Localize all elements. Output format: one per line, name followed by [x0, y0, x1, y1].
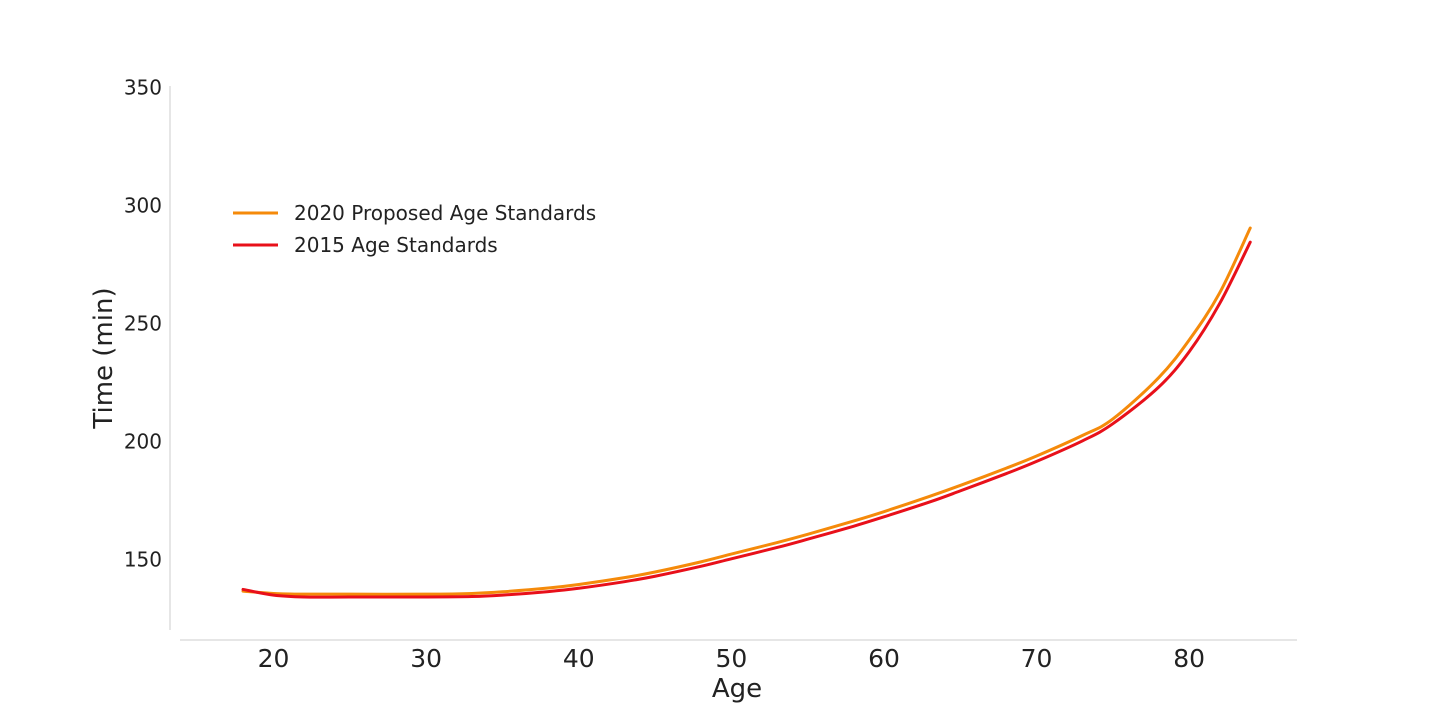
y-tick-label: 150 [124, 547, 162, 571]
legend: 2020 Proposed Age Standards 2015 Age Stan… [233, 201, 596, 257]
x-tick-label: 30 [410, 644, 442, 673]
series-lines [241, 226, 1252, 599]
y-tick-label: 250 [124, 311, 162, 335]
series-line-1 [241, 226, 1252, 596]
y-tick-labels: 150 200 250 300 350 [124, 76, 162, 572]
x-tick-labels: 20 30 40 50 60 70 80 [258, 644, 1205, 673]
series-line-2 [241, 240, 1252, 599]
legend-label: 2015 Age Standards [294, 233, 498, 257]
x-tick-label: 40 [563, 644, 595, 673]
x-tick-label: 20 [258, 644, 290, 673]
x-tick-label: 80 [1173, 644, 1205, 673]
legend-label: 2020 Proposed Age Standards [294, 201, 596, 225]
x-tick-label: 50 [715, 644, 747, 673]
y-tick-label: 300 [124, 194, 162, 218]
x-axis-title: Age [712, 674, 762, 704]
x-tick-label: 60 [868, 644, 900, 673]
y-axis-title: Time (min) [89, 287, 119, 429]
y-tick-label: 350 [124, 76, 162, 100]
axes [169, 86, 1297, 641]
y-tick-label: 200 [124, 429, 162, 453]
x-tick-label: 70 [1021, 644, 1053, 673]
